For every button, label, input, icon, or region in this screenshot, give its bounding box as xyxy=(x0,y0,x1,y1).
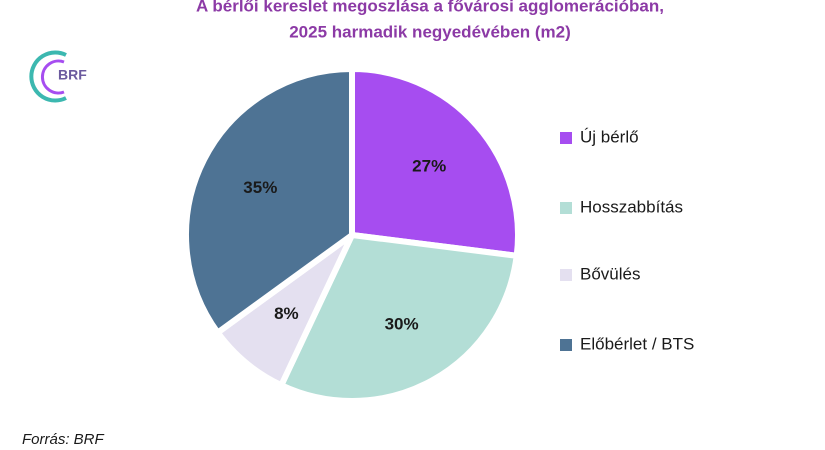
chart-title: A bérlői kereslet megoszlása a fővárosi … xyxy=(196,0,664,15)
logo-arc xyxy=(29,50,67,103)
legend-swatch xyxy=(560,132,572,144)
legend-label: Hosszabbítás xyxy=(580,197,683,216)
data-label: 27% xyxy=(412,156,446,175)
pie-slice xyxy=(277,231,521,404)
logo-arc xyxy=(41,59,65,95)
logo: BRF xyxy=(29,50,87,103)
legend-label: Bővülés xyxy=(580,264,640,283)
data-label: 35% xyxy=(243,178,277,197)
source: Forrás: BRF xyxy=(22,431,105,448)
legend-swatch xyxy=(560,202,572,214)
legend-label: Előbérlet / BTS xyxy=(580,334,694,353)
legend-swatch xyxy=(560,269,572,281)
chart-subtitle: 2025 harmadik negyedévében (m2) xyxy=(289,22,571,41)
legend-label: Új bérlő xyxy=(580,127,639,146)
legend-swatch xyxy=(560,339,572,351)
pie-slice xyxy=(349,65,521,260)
data-label: 8% xyxy=(274,304,299,323)
pie-slice xyxy=(183,65,355,337)
data-label: 30% xyxy=(385,315,419,334)
logo-text: BRF xyxy=(58,67,87,83)
